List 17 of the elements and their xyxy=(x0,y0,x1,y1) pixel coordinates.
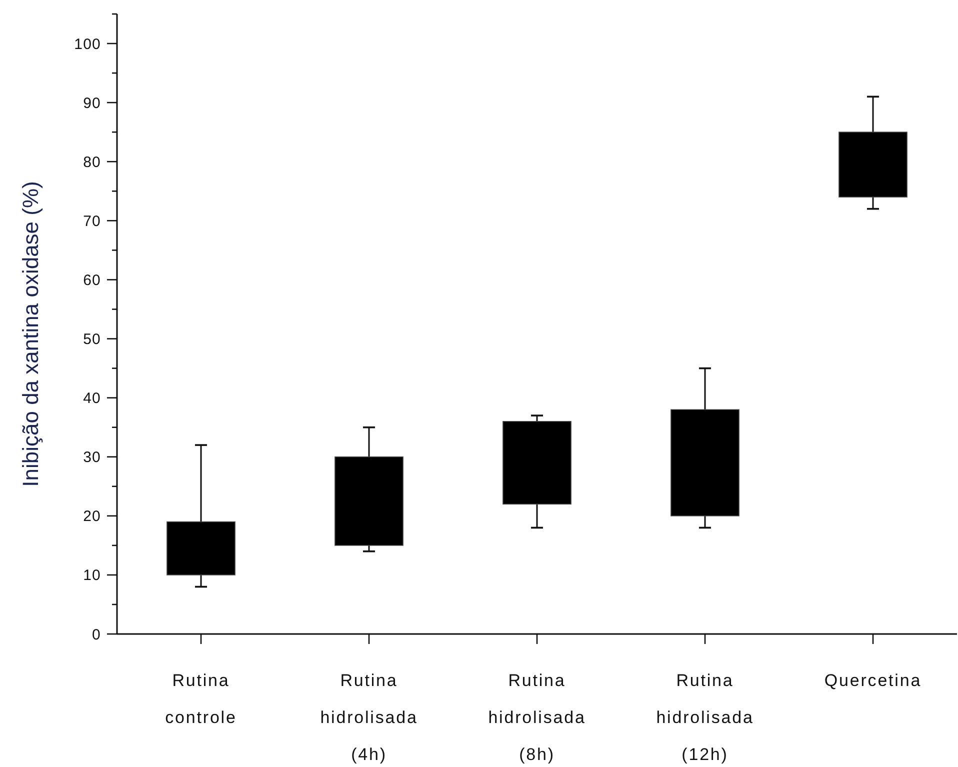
y-tick-label: 70 xyxy=(83,212,101,230)
x-tick-label: Quercetina xyxy=(824,671,922,690)
y-tick-label: 20 xyxy=(83,508,101,526)
y-tick-label: 40 xyxy=(83,390,101,408)
y-tick-label: 60 xyxy=(83,272,101,289)
y-tick-label: 90 xyxy=(83,94,101,112)
y-tick-label: 50 xyxy=(83,331,101,348)
y-tick-label: 80 xyxy=(83,154,101,171)
x-tick-label: Rutina controle xyxy=(165,671,237,727)
y-tick-label: 10 xyxy=(83,567,101,584)
x-tick-label: Rutina hidrolisada (4h) xyxy=(320,671,418,764)
y-tick-label: 30 xyxy=(83,449,101,466)
y-tick-label: 100 xyxy=(74,36,101,53)
y-axis-title: Inibição da xantina oxidase (%) xyxy=(18,181,43,487)
y-tick-label: 0 xyxy=(92,626,101,644)
x-tick-label: Rutina hidrolisada (12h) xyxy=(656,671,754,764)
x-tick-label: Rutina hidrolisada (8h) xyxy=(488,671,586,764)
